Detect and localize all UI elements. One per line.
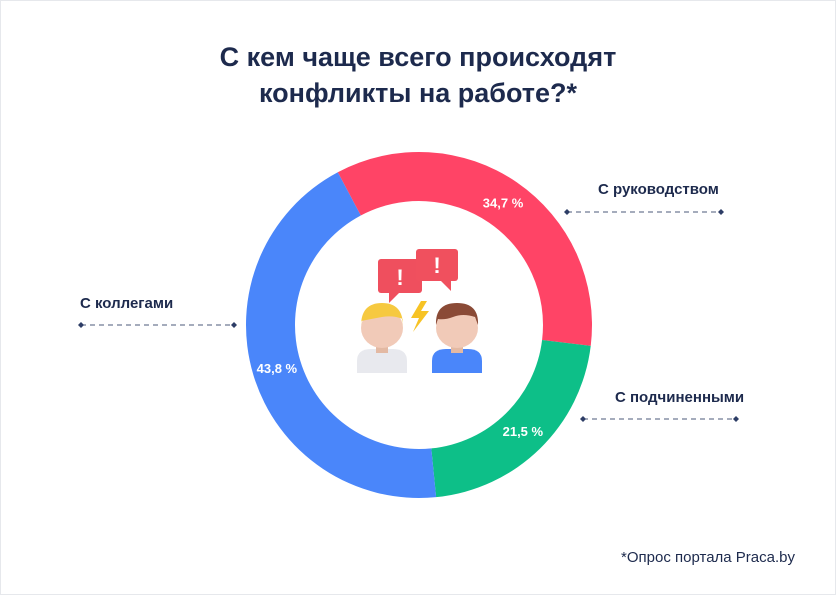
- conflict-illustration: ! !: [357, 249, 482, 373]
- value-label-management: 34,7 %: [483, 196, 524, 211]
- callout-label-management: С руководством: [598, 181, 719, 198]
- donut-slice-management: [337, 152, 592, 346]
- lightning-icon: [411, 301, 429, 332]
- callout-dot-subordinates-end: [733, 416, 739, 422]
- callout-dot-colleagues-start: [78, 322, 84, 328]
- person-blonde-icon: [357, 303, 407, 373]
- value-label-subordinates: 21,5 %: [503, 424, 544, 439]
- footnote: *Опрос портала Praca.by: [621, 549, 795, 566]
- speech-bubble-exclamation-icon: !: [378, 259, 422, 303]
- callout-dot-subordinates-start: [580, 416, 586, 422]
- donut-slice-colleagues: [246, 172, 437, 498]
- chart-title-line-2: конфликты на работе?*: [258, 78, 578, 108]
- donut-slice-subordinates: [431, 339, 591, 498]
- callout-label-colleagues: С коллегами: [80, 295, 174, 312]
- person-brown-hair-icon: [432, 303, 482, 373]
- value-label-colleagues: 43,8 %: [257, 361, 298, 376]
- callout-dot-management-end: [718, 209, 724, 215]
- bubble-text-left: !: [396, 265, 403, 290]
- chart-title-line-1: С кем чаще всего происходят: [219, 42, 617, 72]
- callout-label-subordinates: С подчиненными: [615, 389, 745, 406]
- chart-title: С кем чаще всего происходят конфликты на…: [1, 39, 835, 111]
- speech-bubble-exclamation-icon: !: [416, 249, 458, 291]
- callout-dot-management-start: [564, 209, 570, 215]
- bubble-text-right: !: [433, 253, 440, 278]
- callout-dot-colleagues-end: [231, 322, 237, 328]
